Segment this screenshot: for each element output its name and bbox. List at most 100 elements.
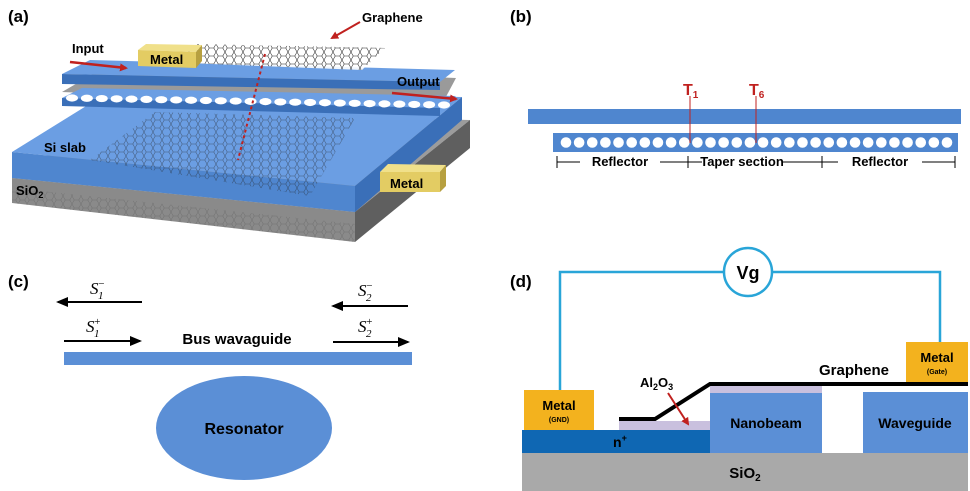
metal-gate-label: Metal [920,350,953,365]
panel-a: (a) Metal [8,7,470,242]
nanobeam-hole [333,99,346,107]
sio2-d-label: SiO2 [729,465,761,484]
panel-c-label: (c) [8,272,29,291]
nanobeam-hole [289,98,302,106]
nanobeam-hole [393,100,406,108]
nanobeam-hole [110,95,123,103]
al2o3-arrow [667,392,690,426]
nanobeam-hole [95,94,108,103]
waveguide-label: Waveguide [878,415,952,431]
s2-plus-label: S+ 2 [358,316,373,340]
nanobeam-hole [244,97,257,105]
metal-pad-bottom: Metal [380,164,446,192]
nanobeam-holes-b [560,137,953,148]
nanobeam-hole-b [626,137,637,148]
nanobeam-label: Nanobeam [730,415,802,431]
nanobeam-hole-b [797,137,808,148]
t1-label: T1 [683,82,699,101]
waveguide-block [863,392,968,453]
nanobeam-hole-b [586,137,598,148]
nanobeam-hole-b [573,137,585,148]
nanobeam-hole-b [876,137,887,148]
input-arrow [69,60,128,72]
si-slab-front [12,152,355,212]
al2o3-layer-nanobeam [710,386,822,393]
nanobeam-hole [185,96,198,104]
graphene-sheet-upper-hex [160,44,385,70]
graphene-layer [619,382,968,421]
nanobeam-hole-b [665,137,677,148]
nanobeam-hole [378,100,391,108]
bus-waveguide-label: Bus wavaguide [182,331,291,348]
nanobeam-hole-b [915,137,927,148]
section-brackets [556,156,956,168]
graphene-sheet-lower [90,112,355,196]
panel-d: (d) Vg SiO2 n+ Nanobeam Waveguide Graphe… [510,246,968,491]
bus-waveguide-front [62,74,440,90]
graphene-arrow [330,21,361,39]
nanobeam-hole-b [862,137,874,148]
n-plus-region [522,430,712,453]
sio2-label: SiO2 [16,183,43,200]
wire-left [558,270,723,390]
nanobeam-holes [66,94,450,109]
reflector-right-label: Reflector [852,154,908,169]
nanobeam-hole-b [849,137,861,148]
al2o3-layer-slab [619,421,712,430]
panel-d-label: (d) [510,272,532,291]
nanobeam-block [710,392,822,453]
panel-b: (b) T1 T6 Reflector Taper section Reflec… [510,7,961,169]
metal-gnd-label: Metal [542,398,575,413]
vg-source [722,246,774,298]
nanobeam-hole-b [560,137,572,148]
nanobeam-hole-b [770,137,782,148]
al2o3-label: Al2O3 [640,375,673,392]
nanobeam-hole [170,96,183,104]
output-label: Output [397,74,440,89]
nanobeam-hole-b [613,137,624,148]
nanobeam-hole [125,95,138,103]
nanobeam-hole-b [600,137,611,148]
vg-label: Vg [736,263,759,283]
nanobeam-hole [214,97,227,105]
bus-waveguide-c [64,352,412,365]
sio2-substrate [522,453,968,491]
nanobeam-hole [229,97,242,105]
nanobeam-hole-b [823,137,835,148]
nanobeam-hole-b [810,137,821,148]
input-label: Input [72,41,104,56]
nanobeam-hole [363,100,376,108]
nanobeam-hole [140,95,153,103]
graphene-label: Graphene [362,10,423,25]
metal-gnd-sub: (GND) [549,417,569,424]
nanobeam-hole-b [889,137,900,148]
panel-b-label: (b) [510,7,532,26]
cross-section-line [237,53,266,161]
s1-plus-label: S+ 1 [86,316,101,340]
nanobeam-hole-b [757,137,769,148]
nanobeam-hole-b [639,137,651,148]
nanobeam-hole-b [731,137,743,148]
metal-pad-top: Metal [138,44,202,68]
s2-minus-label: S− 2 [358,280,373,304]
output-arrow [391,91,458,103]
nanobeam-hole [155,96,168,104]
nanobeam-hole [199,96,212,105]
nanobeam-hole-b [836,137,848,148]
s1-minus-label: S− 1 [90,278,105,302]
metal-gate-sub: (Gate) [927,369,947,376]
nanobeam-hole [66,94,78,102]
nanobeam-hole [408,100,421,109]
nanobeam-hole [423,101,436,109]
nanobeam-hole-b [692,137,703,148]
nanobeam-hole-b [705,137,716,148]
nanobeam-hole-b [718,137,729,148]
nanobeam-hole [259,98,272,106]
si-slab-label: Si slab [44,140,86,155]
nanobeam-hole-b [652,137,664,148]
nanobeam-hole-b [744,137,756,148]
nanobeam-hole [348,99,361,107]
taper-label: Taper section [700,154,784,169]
nanobeam-hole [304,98,317,107]
